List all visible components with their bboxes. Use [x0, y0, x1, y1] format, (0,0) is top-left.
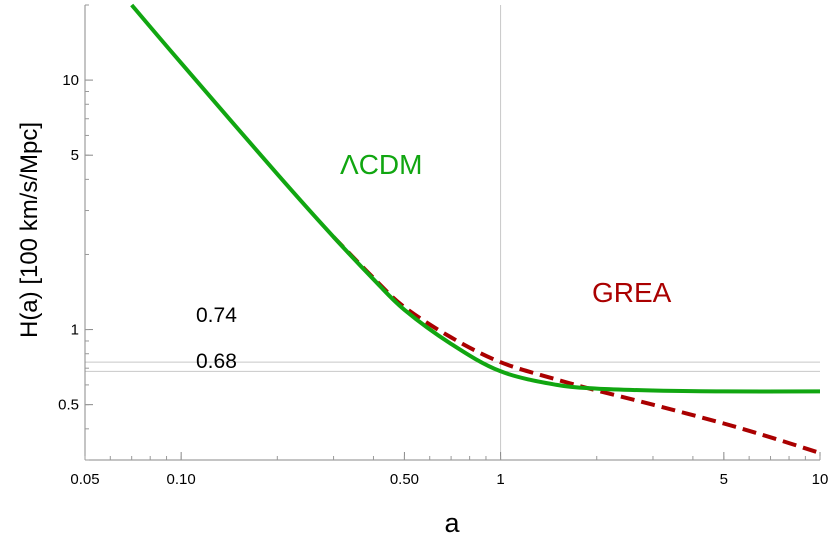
series-line-grea: [332, 235, 821, 455]
x-tick-label: 10: [812, 471, 829, 488]
y-tick-label: 1: [71, 322, 79, 339]
x-tick-label: 0.05: [70, 471, 99, 488]
series-label-grea: GREA: [592, 277, 672, 308]
series-label-lcdm: ΛCDM: [340, 149, 422, 180]
series-layer: [130, 3, 821, 455]
y-tick-label: 0.5: [58, 397, 79, 414]
x-tick-label: 1: [496, 471, 504, 488]
reference-label-0.68: 0.68: [196, 350, 237, 373]
x-tick-label: 0.50: [390, 471, 419, 488]
series-line-lcdm: [130, 3, 821, 394]
reference-label-0.74: 0.74: [196, 304, 237, 327]
y-tick-label: 5: [71, 147, 79, 164]
plot-frame: [84, 5, 820, 461]
x-tick-label: 5: [720, 471, 728, 488]
reference-lines: [85, 5, 820, 460]
x-tick-label: 0.10: [167, 471, 196, 488]
y-axis-title: H(a) [100 km/s/Mpc]: [16, 122, 43, 338]
y-tick-label: 10: [62, 72, 79, 89]
tick-layer: 0.05 0.10 0.50 1 5 10 0.5 1 5 10: [58, 4, 829, 488]
x-axis-title: a: [444, 508, 460, 538]
